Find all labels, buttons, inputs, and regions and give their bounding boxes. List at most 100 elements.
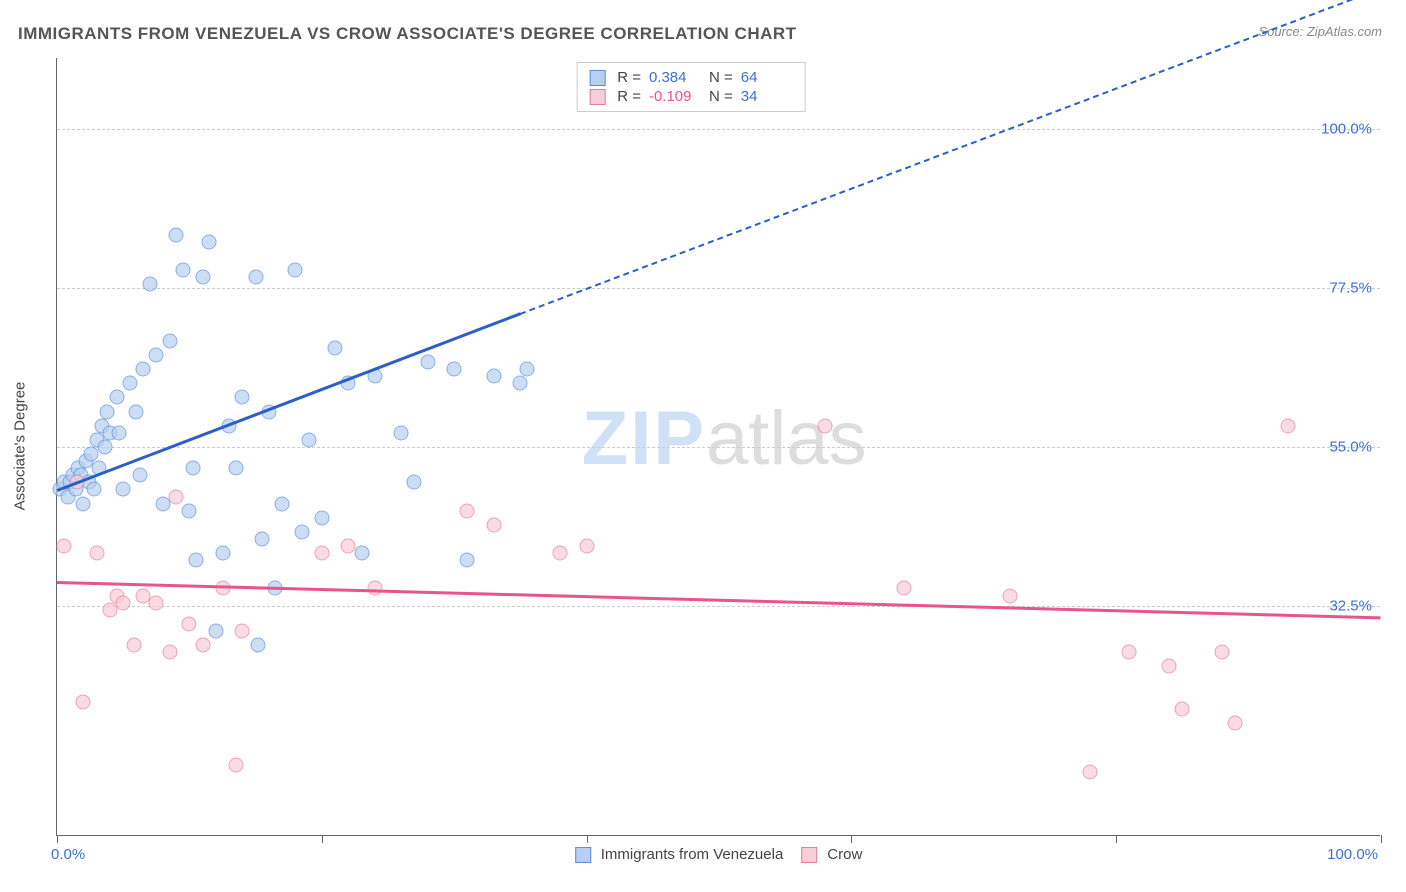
n-value: 64	[741, 69, 793, 86]
watermark: ZIPatlas	[582, 394, 867, 481]
scatter-point	[116, 595, 131, 610]
legend-swatch-icon	[589, 70, 605, 86]
scatter-point	[486, 517, 501, 532]
r-label: R =	[617, 69, 641, 86]
scatter-point	[513, 376, 528, 391]
legend-swatch-icon	[801, 847, 817, 863]
scatter-point	[175, 263, 190, 278]
scatter-point	[189, 553, 204, 568]
scatter-point	[100, 404, 115, 419]
scatter-point	[169, 227, 184, 242]
scatter-point	[460, 553, 475, 568]
scatter-point	[136, 362, 151, 377]
scatter-point	[56, 539, 71, 554]
scatter-point	[129, 404, 144, 419]
scatter-point	[149, 595, 164, 610]
scatter-point	[162, 333, 177, 348]
scatter-point	[1122, 645, 1137, 660]
scatter-point	[126, 638, 141, 653]
x-tick	[1381, 835, 1382, 843]
scatter-point	[288, 263, 303, 278]
scatter-point	[162, 645, 177, 660]
scatter-point	[275, 496, 290, 511]
scatter-point	[133, 468, 148, 483]
scatter-point	[208, 623, 223, 638]
bottom-legend: Immigrants from Venezuela Crow	[575, 846, 863, 863]
x-tick	[1116, 835, 1117, 843]
scatter-point	[1162, 659, 1177, 674]
scatter-point	[394, 425, 409, 440]
scatter-point	[202, 234, 217, 249]
legend-label: Crow	[827, 846, 862, 863]
scatter-point	[122, 376, 137, 391]
legend-swatch-icon	[575, 847, 591, 863]
legend-stats-box: R = 0.384 N = 64 R = -0.109 N = 34	[576, 62, 806, 112]
legend-swatch-icon	[589, 89, 605, 105]
r-label: R =	[617, 88, 641, 105]
y-tick-label: 77.5%	[1329, 279, 1372, 296]
r-value: -0.109	[649, 88, 701, 105]
watermark-zip: ZIP	[582, 395, 706, 480]
scatter-point	[228, 461, 243, 476]
scatter-point	[112, 425, 127, 440]
scatter-point	[251, 638, 266, 653]
x-axis-max-label: 100.0%	[1327, 846, 1378, 863]
scatter-point	[235, 390, 250, 405]
r-value: 0.384	[649, 69, 701, 86]
scatter-point	[76, 496, 91, 511]
y-tick-label: 32.5%	[1329, 598, 1372, 615]
scatter-point	[460, 503, 475, 518]
scatter-point	[294, 524, 309, 539]
scatter-point	[248, 270, 263, 285]
scatter-point	[215, 546, 230, 561]
n-label: N =	[709, 69, 733, 86]
legend-stats-row: R = 0.384 N = 64	[589, 69, 793, 86]
y-tick-label: 100.0%	[1321, 120, 1372, 137]
scatter-point	[407, 475, 422, 490]
gridline	[57, 129, 1380, 130]
legend-stats-row: R = -0.109 N = 34	[589, 88, 793, 105]
scatter-point	[579, 539, 594, 554]
scatter-point	[109, 390, 124, 405]
scatter-point	[76, 694, 91, 709]
scatter-point	[897, 581, 912, 596]
scatter-point	[89, 546, 104, 561]
scatter-point	[486, 369, 501, 384]
scatter-point	[1215, 645, 1230, 660]
scatter-point	[1175, 701, 1190, 716]
gridline	[57, 447, 1380, 448]
scatter-point	[520, 362, 535, 377]
scatter-point	[817, 418, 832, 433]
scatter-point	[97, 440, 112, 455]
scatter-point	[87, 482, 102, 497]
scatter-point	[354, 546, 369, 561]
x-tick	[57, 835, 58, 843]
scatter-point	[420, 355, 435, 370]
gridline	[57, 606, 1380, 607]
scatter-point	[1228, 715, 1243, 730]
scatter-point	[182, 616, 197, 631]
scatter-point	[235, 623, 250, 638]
scatter-point	[169, 489, 184, 504]
bottom-legend-item: Crow	[801, 846, 862, 863]
scatter-point	[314, 510, 329, 525]
x-tick	[851, 835, 852, 843]
chart-title: IMMIGRANTS FROM VENEZUELA VS CROW ASSOCI…	[18, 24, 797, 44]
scatter-point	[195, 270, 210, 285]
x-axis-min-label: 0.0%	[51, 846, 85, 863]
scatter-point	[1281, 418, 1296, 433]
x-tick	[322, 835, 323, 843]
trend-line	[520, 0, 1381, 315]
scatter-point	[215, 581, 230, 596]
trend-line	[57, 581, 1381, 619]
trend-line	[57, 313, 521, 492]
n-value: 34	[741, 88, 793, 105]
scatter-point	[255, 531, 270, 546]
scatter-point	[116, 482, 131, 497]
y-tick-label: 55.0%	[1329, 439, 1372, 456]
scatter-point	[182, 503, 197, 518]
scatter-point	[341, 539, 356, 554]
scatter-point	[553, 546, 568, 561]
legend-label: Immigrants from Venezuela	[601, 846, 784, 863]
scatter-point	[328, 340, 343, 355]
